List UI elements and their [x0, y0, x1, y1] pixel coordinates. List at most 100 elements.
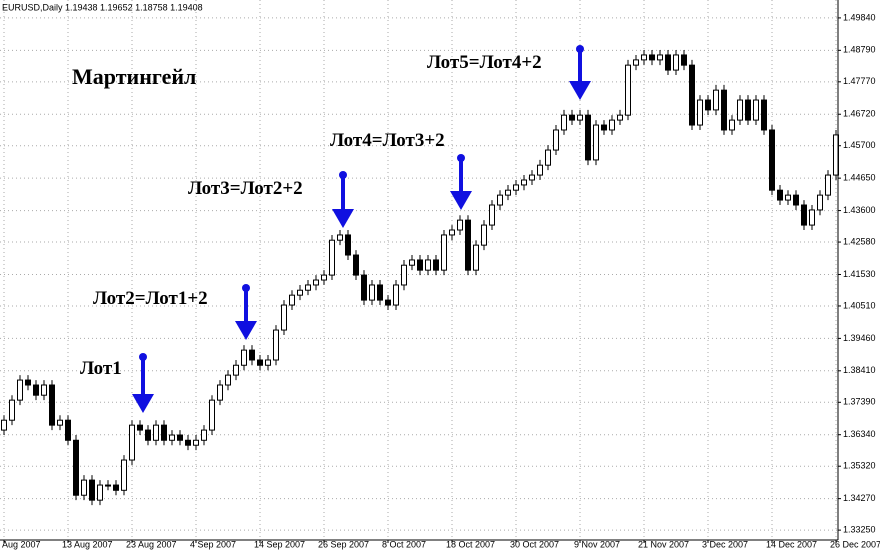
candle-body	[473, 244, 479, 271]
candle-body	[537, 164, 543, 176]
candle-body	[753, 99, 759, 121]
y-tick-label: 1.45700	[843, 140, 876, 150]
candle-body	[713, 89, 719, 111]
candle-body	[689, 64, 695, 126]
candle-body	[777, 189, 783, 201]
y-tick-label: 1.46720	[843, 109, 876, 119]
candle-body	[217, 384, 223, 401]
annotation: Лот2=Лот1+2	[93, 288, 208, 309]
y-tick-label: 1.44650	[843, 173, 876, 183]
candle-body	[417, 259, 423, 271]
y-tick-label: 1.36340	[843, 429, 876, 439]
arrow	[132, 353, 154, 413]
candle-body	[137, 424, 143, 431]
candle-body	[641, 54, 647, 61]
y-tick-label: 1.34270	[843, 493, 876, 503]
candle-body	[273, 329, 279, 361]
candle-body	[529, 174, 535, 181]
candle-body	[49, 384, 55, 426]
candle-body	[65, 419, 71, 441]
candle-body	[369, 284, 375, 301]
arrow	[569, 45, 591, 100]
candle-body	[329, 239, 335, 276]
candle-body	[817, 194, 823, 211]
candle-body	[633, 59, 639, 66]
candle-body	[385, 299, 391, 306]
candle-body	[281, 304, 287, 331]
candle-body	[57, 419, 63, 426]
candle-body	[481, 224, 487, 246]
candle-body	[353, 254, 359, 276]
candle-body	[241, 349, 247, 366]
candle-body	[89, 479, 95, 501]
x-tick-label: 8 Oct 2007	[382, 539, 426, 549]
candle-body	[569, 114, 575, 121]
x-tick-label: 14 Sep 2007	[254, 539, 305, 549]
x-tick-label: Aug 2007	[2, 539, 41, 549]
candle-body	[153, 424, 159, 441]
candle-body	[345, 234, 351, 256]
candle-body	[81, 479, 87, 496]
candle-body	[25, 379, 31, 386]
y-tick-label: 1.35320	[843, 461, 876, 471]
candle-body	[513, 184, 519, 191]
arrow	[235, 284, 257, 340]
candle-body	[793, 194, 799, 206]
candle-body	[409, 259, 415, 266]
candle-body	[305, 284, 311, 291]
candle-body	[169, 434, 175, 441]
candle-body	[721, 89, 727, 131]
y-tick-label: 1.33250	[843, 524, 876, 534]
candle-body	[489, 204, 495, 226]
candle-body	[225, 374, 231, 386]
candle-body	[185, 439, 191, 446]
candle-body	[73, 439, 79, 496]
candle-body	[673, 54, 679, 71]
candle-body	[257, 359, 263, 366]
candle-body	[265, 359, 271, 366]
candle-body	[17, 379, 23, 401]
x-tick-label: 13 Aug 2007	[62, 539, 113, 549]
candle-body	[393, 284, 399, 306]
candle-body	[545, 149, 551, 166]
candle-body	[625, 64, 631, 116]
candle-body	[449, 229, 455, 236]
candle-body	[521, 179, 527, 186]
annotation: Лот3=Лот2+2	[188, 178, 303, 199]
candle-body	[33, 384, 39, 396]
candle-body	[297, 289, 303, 296]
candle-body	[337, 234, 343, 241]
x-tick-label: 3 Dec 2007	[702, 539, 748, 549]
candle-body	[801, 204, 807, 226]
y-tick-label: 1.42580	[843, 236, 876, 246]
x-tick-label: 9 Nov 2007	[574, 539, 620, 549]
candle-body	[113, 484, 119, 491]
y-tick-label: 1.41530	[843, 269, 876, 279]
candle-body	[97, 484, 103, 501]
candle-body	[425, 259, 431, 271]
candle-body	[609, 119, 615, 131]
candle-body	[121, 459, 127, 491]
candle-body	[785, 194, 791, 201]
candle-body	[289, 294, 295, 306]
arrow	[332, 171, 354, 228]
annotation: Мартингейл	[72, 64, 196, 89]
candle-body	[681, 54, 687, 66]
candle-body	[745, 99, 751, 121]
arrow	[450, 154, 472, 210]
candle-body	[665, 54, 671, 71]
y-tick-label: 1.38410	[843, 365, 876, 375]
candle-body	[809, 209, 815, 226]
candle-body	[561, 114, 567, 131]
candle-body	[769, 129, 775, 191]
candle-body	[577, 114, 583, 121]
chart-title: EURUSD,Daily 1.19438 1.19652 1.18758 1.1…	[2, 2, 203, 12]
candle-body	[41, 384, 47, 396]
y-tick-label: 1.49840	[843, 12, 876, 22]
candle-body	[177, 434, 183, 441]
candle-body	[761, 99, 767, 131]
candle-body	[585, 114, 591, 161]
candle-body	[553, 129, 559, 151]
candle-body	[457, 219, 463, 231]
